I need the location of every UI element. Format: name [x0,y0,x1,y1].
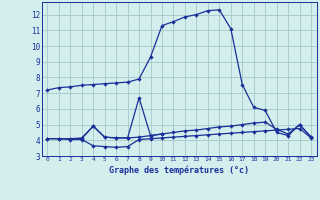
X-axis label: Graphe des températures (°c): Graphe des températures (°c) [109,165,249,175]
